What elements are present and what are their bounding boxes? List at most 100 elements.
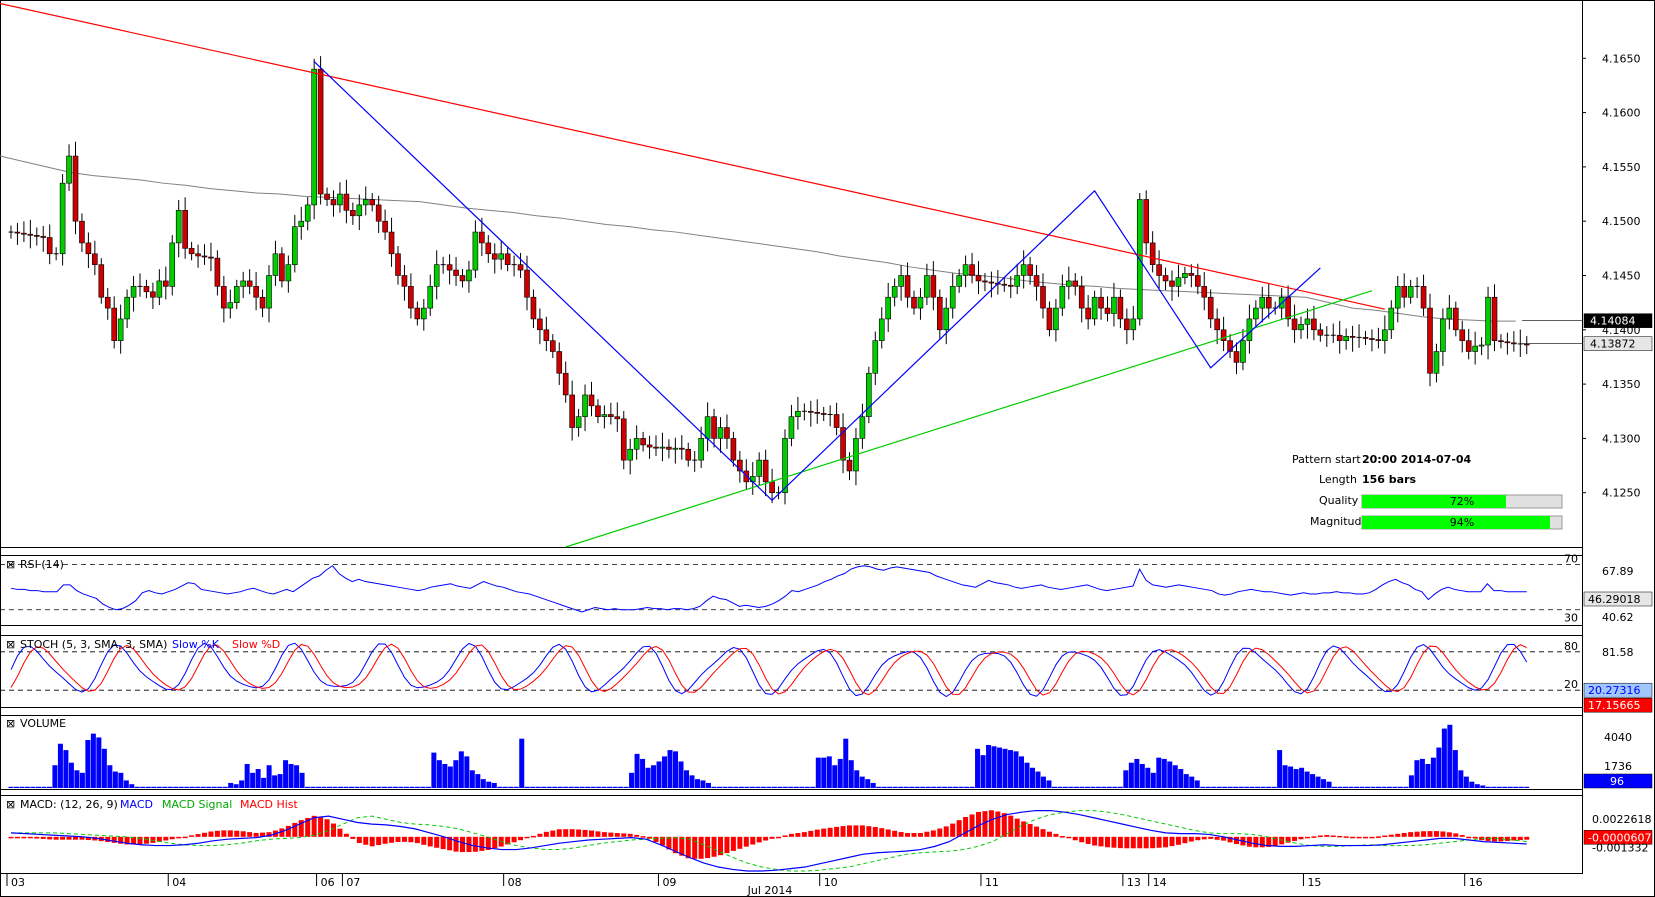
macd-close-icon[interactable]: ⊠ — [6, 798, 15, 811]
macd-hist-bar — [1111, 836, 1117, 848]
volume-bar — [90, 733, 96, 788]
volume-close-icon[interactable]: ⊠ — [6, 717, 15, 730]
price-label-text: 4.13872 — [1590, 338, 1636, 351]
volume-bar — [1321, 779, 1327, 788]
volume-bar — [327, 786, 333, 788]
candle-body — [1420, 286, 1427, 309]
macd-hist-bar — [1395, 833, 1401, 837]
candle-body — [459, 275, 466, 282]
volume-bar — [1095, 786, 1101, 788]
candle-body — [27, 233, 34, 236]
volume-bar — [1425, 763, 1431, 788]
candle-body — [1201, 286, 1208, 298]
candle-body — [756, 459, 763, 477]
price-label-text: 4.14084 — [1590, 315, 1636, 328]
candle-body — [814, 412, 821, 414]
volume-bar — [112, 771, 118, 788]
volume-bar — [162, 786, 168, 788]
candle-body — [72, 155, 79, 222]
macd-hist-bar — [492, 836, 498, 849]
candle-body — [1478, 344, 1485, 347]
candle-body — [982, 280, 988, 283]
price-tick-label: 4.1250 — [1602, 487, 1641, 500]
macd-hist-bar — [905, 833, 911, 837]
price-tick-label: 4.1450 — [1602, 270, 1641, 283]
candle-body — [401, 275, 408, 287]
candle-body — [59, 182, 66, 255]
macd-hist-bar — [911, 833, 917, 837]
rsi-level-label: 70 — [1564, 553, 1578, 566]
candle-body — [975, 275, 982, 282]
macd-hist-bar — [1369, 836, 1375, 839]
candle-body — [1498, 340, 1504, 343]
volume-bar — [991, 746, 997, 788]
date-label: 13 — [1127, 876, 1141, 889]
candle-body — [1453, 307, 1459, 331]
macd-hist-bar — [1453, 833, 1459, 837]
macd-hist-bar — [311, 815, 317, 837]
macd-hist-bar — [337, 828, 343, 837]
volume-bar — [656, 761, 662, 788]
stoch-d-line — [10, 643, 1527, 696]
price-candles — [8, 56, 1530, 505]
volume-bar — [425, 786, 431, 788]
volume-bar — [1375, 786, 1381, 788]
macd-axis-label: 0.0022618 — [1592, 813, 1652, 826]
volume-bar — [969, 786, 975, 788]
candle-body — [633, 438, 640, 450]
candle-body — [317, 68, 324, 195]
volume-bar — [447, 766, 453, 788]
volume-bar — [1408, 775, 1414, 788]
volume-bar — [436, 760, 442, 788]
stoch-current-value: 17.15665 — [1588, 699, 1641, 712]
candle-body — [92, 253, 98, 265]
volume-bar — [195, 786, 201, 788]
macd-hist-bar — [1285, 836, 1291, 843]
candle-body — [891, 286, 898, 298]
macd-hist-bar — [1408, 832, 1414, 837]
price-label-box — [1583, 336, 1653, 351]
panel-titles: ⊠ RSI (14) ⊠ STOCH (5, 3, SMA, 3, SMA) S… — [6, 558, 299, 811]
candle-body — [1407, 286, 1414, 298]
candle-body — [866, 372, 872, 417]
candle-body — [1175, 277, 1182, 287]
volume-bar — [1304, 771, 1310, 788]
volume-bar — [19, 786, 25, 788]
volume-bar — [810, 786, 816, 788]
candle-body — [1143, 199, 1149, 244]
macd-hist-bar — [1504, 836, 1510, 841]
date-label: 14 — [1153, 876, 1167, 889]
volume-bar — [997, 747, 1003, 788]
info-label-quality: Quality — [1319, 494, 1359, 507]
candle-body — [833, 414, 840, 428]
volume-bar — [1474, 784, 1480, 788]
volume-axis-label: 4040 — [1604, 731, 1632, 744]
macd-hist-bar — [8, 836, 14, 839]
macd-hist-bar — [460, 836, 465, 853]
macd-hist-bar — [163, 836, 169, 841]
info-label-pattern-start: Pattern start — [1292, 453, 1361, 466]
volume-bar — [1057, 786, 1063, 788]
volume-bar — [1310, 774, 1316, 788]
macd-hist-bar — [1279, 836, 1285, 845]
macd-hist-bar — [1350, 836, 1356, 839]
volume-bar — [96, 737, 102, 788]
candle-body — [1465, 340, 1472, 352]
rsi-close-icon[interactable]: ⊠ — [6, 558, 15, 571]
volume-bar — [700, 780, 706, 788]
macd-hist-bar — [1053, 833, 1059, 837]
macd-hist-bar — [582, 829, 588, 837]
macd-hist-bar — [1433, 831, 1439, 837]
volume-bar — [596, 786, 602, 788]
candle-body — [640, 438, 646, 446]
macd-hist-bar — [150, 836, 156, 843]
candle-body — [375, 204, 382, 222]
volume-bar — [530, 786, 536, 788]
macd-hist-bar — [1272, 836, 1278, 846]
volume-bar — [1518, 786, 1524, 788]
candle-body — [1014, 275, 1021, 287]
candle-body — [350, 210, 356, 217]
candle-body — [246, 280, 253, 287]
macd-hist-bar — [1001, 813, 1007, 837]
stoch-close-icon[interactable]: ⊠ — [6, 638, 15, 651]
